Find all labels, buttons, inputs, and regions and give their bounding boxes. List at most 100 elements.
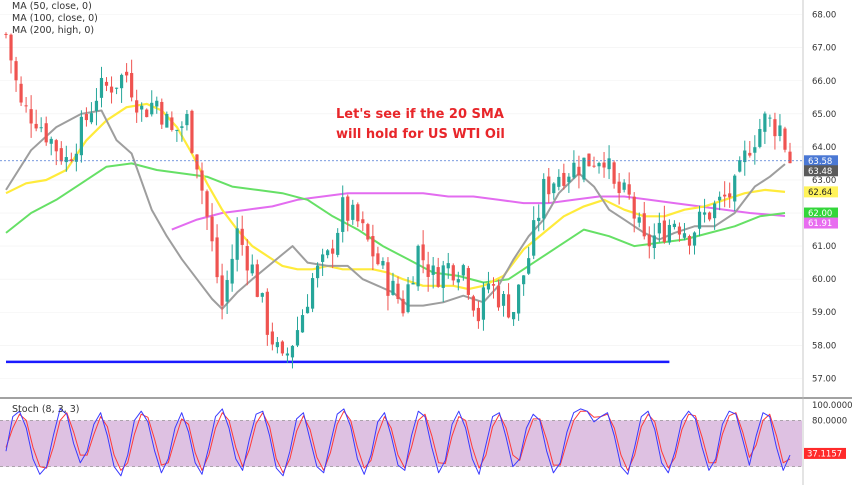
candle-body[interactable] xyxy=(9,34,13,61)
candle-body[interactable] xyxy=(748,152,752,156)
candle-body[interactable] xyxy=(245,246,249,271)
candle-body[interactable] xyxy=(768,117,772,119)
candle-body[interactable] xyxy=(235,228,239,260)
candles[interactable] xyxy=(4,32,792,369)
candle-body[interactable] xyxy=(677,226,682,235)
candle-body[interactable] xyxy=(411,283,415,285)
candle-body[interactable] xyxy=(74,153,78,162)
candle-body[interactable] xyxy=(572,162,576,178)
candle-body[interactable] xyxy=(39,127,43,129)
candle-body[interactable] xyxy=(532,220,536,256)
candle-body[interactable] xyxy=(707,212,712,220)
candle-body[interactable] xyxy=(366,224,370,240)
candle-body[interactable] xyxy=(466,268,470,295)
candle-body[interactable] xyxy=(331,248,335,254)
candle-body[interactable] xyxy=(49,138,53,144)
candle-body[interactable] xyxy=(310,278,315,309)
candle-body[interactable] xyxy=(426,264,430,277)
candle-body[interactable] xyxy=(44,123,48,143)
candle-body[interactable] xyxy=(441,265,445,288)
candle-body[interactable] xyxy=(230,258,234,284)
candle-body[interactable] xyxy=(275,342,279,348)
candle-body[interactable] xyxy=(225,280,229,302)
candle-body[interactable] xyxy=(89,113,94,123)
candle-body[interactable] xyxy=(79,116,83,156)
candle-body[interactable] xyxy=(326,250,330,256)
candle-body[interactable] xyxy=(431,265,435,275)
candle-body[interactable] xyxy=(642,213,646,237)
candle-body[interactable] xyxy=(496,285,501,308)
candle-body[interactable] xyxy=(622,182,626,190)
candle-body[interactable] xyxy=(406,284,410,312)
candle-body[interactable] xyxy=(718,196,722,201)
candle-body[interactable] xyxy=(517,284,521,314)
candle-body[interactable] xyxy=(29,109,33,124)
candle-body[interactable] xyxy=(19,83,23,103)
candle-body[interactable] xyxy=(351,204,355,220)
candle-body[interactable] xyxy=(617,181,621,194)
candle-body[interactable] xyxy=(662,220,666,243)
candle-body[interactable] xyxy=(436,267,440,287)
candle-body[interactable] xyxy=(491,284,496,286)
candle-body[interactable] xyxy=(522,275,526,285)
candle-body[interactable] xyxy=(773,119,777,137)
candle-body[interactable] xyxy=(150,102,154,115)
candle-body[interactable] xyxy=(416,245,420,287)
candle-body[interactable] xyxy=(104,81,109,86)
candle-body[interactable] xyxy=(346,196,350,221)
candle-body[interactable] xyxy=(135,100,139,113)
candle-body[interactable] xyxy=(396,283,400,300)
candle-body[interactable] xyxy=(702,212,707,215)
candle-body[interactable] xyxy=(69,159,73,162)
candle-body[interactable] xyxy=(255,264,259,297)
candle-body[interactable] xyxy=(401,298,405,314)
candle-body[interactable] xyxy=(270,331,274,345)
candle-body[interactable] xyxy=(627,184,631,195)
candle-body[interactable] xyxy=(471,296,475,311)
candle-body[interactable] xyxy=(190,110,194,153)
candle-body[interactable] xyxy=(250,264,254,274)
candle-body[interactable] xyxy=(160,101,164,125)
candle-body[interactable] xyxy=(637,217,641,223)
candle-body[interactable] xyxy=(285,353,290,356)
candle-body[interactable] xyxy=(265,291,269,335)
candle-body[interactable] xyxy=(486,283,491,290)
candle-body[interactable] xyxy=(592,165,596,167)
candle-body[interactable] xyxy=(461,265,465,276)
candle-body[interactable] xyxy=(109,86,114,93)
candle-body[interactable] xyxy=(300,315,305,333)
candle-body[interactable] xyxy=(562,172,566,186)
candle-body[interactable] xyxy=(119,74,124,89)
candle-body[interactable] xyxy=(376,253,380,265)
candle-body[interactable] xyxy=(59,148,63,162)
candle-body[interactable] xyxy=(386,262,390,296)
candle-body[interactable] xyxy=(607,158,611,170)
candle-body[interactable] xyxy=(305,306,310,314)
candle-body[interactable] xyxy=(501,293,506,306)
candle-body[interactable] xyxy=(140,105,144,110)
candle-body[interactable] xyxy=(582,157,586,180)
candle-body[interactable] xyxy=(185,113,189,126)
candle-body[interactable] xyxy=(632,196,636,219)
candle-body[interactable] xyxy=(511,311,516,320)
candle-body[interactable] xyxy=(195,154,199,170)
candle-body[interactable] xyxy=(682,233,687,238)
candle-body[interactable] xyxy=(743,150,747,163)
candle-body[interactable] xyxy=(738,160,742,172)
candle-body[interactable] xyxy=(657,222,661,234)
candle-body[interactable] xyxy=(220,275,224,306)
candle-body[interactable] xyxy=(758,129,762,147)
candle-body[interactable] xyxy=(64,157,68,163)
candle-body[interactable] xyxy=(788,151,792,164)
candle-body[interactable] xyxy=(667,224,671,243)
candle-body[interactable] xyxy=(692,232,697,246)
candle-body[interactable] xyxy=(713,203,717,219)
candle-body[interactable] xyxy=(14,61,18,81)
candle-body[interactable] xyxy=(356,204,360,222)
candle-body[interactable] xyxy=(84,114,89,121)
candle-body[interactable] xyxy=(210,216,214,242)
candle-body[interactable] xyxy=(733,175,737,202)
candle-body[interactable] xyxy=(4,33,8,35)
candle-body[interactable] xyxy=(240,228,244,245)
